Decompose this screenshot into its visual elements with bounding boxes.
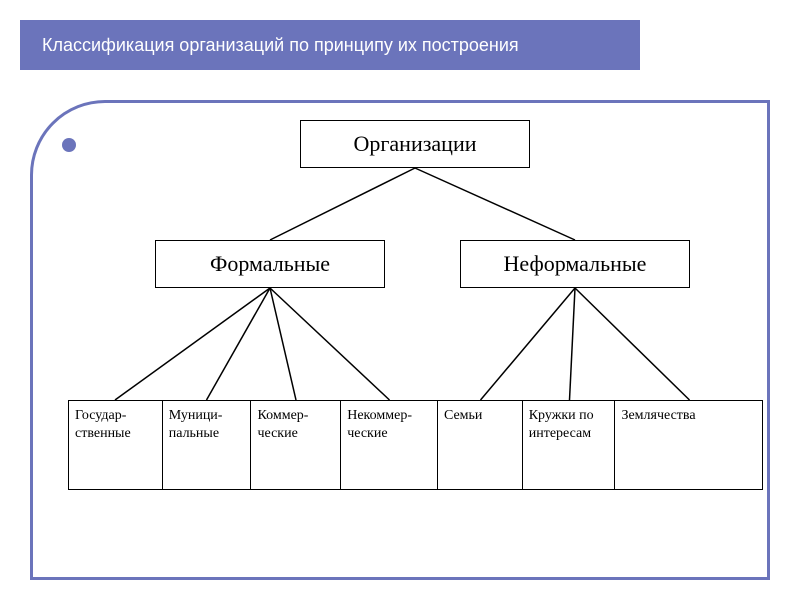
leaf-cell: Кружки по интересам [523,401,616,489]
leaf-cell: Государ-ственные [69,401,163,489]
connector-lines [100,110,780,590]
bullet-icon [62,138,76,152]
node-formal: Формальные [155,240,385,288]
title-bar: Классификация организаций по принципу их… [20,20,640,70]
page-title: Классификация организаций по принципу их… [42,35,519,56]
node-root: Организации [300,120,530,168]
leaf-cell: Коммер-ческие [251,401,341,489]
leaf-cell: Землячества [615,401,762,489]
leaf-cell: Некоммер-ческие [341,401,438,489]
tree-diagram: ОрганизацииФормальныеНеформальныеГосудар… [100,110,780,590]
leaf-cell: Семьи [438,401,523,489]
leaf-table: Государ-ственныеМуници-пальныеКоммер-чес… [68,400,763,490]
leaf-cell: Муници-пальные [163,401,252,489]
node-informal: Неформальные [460,240,690,288]
